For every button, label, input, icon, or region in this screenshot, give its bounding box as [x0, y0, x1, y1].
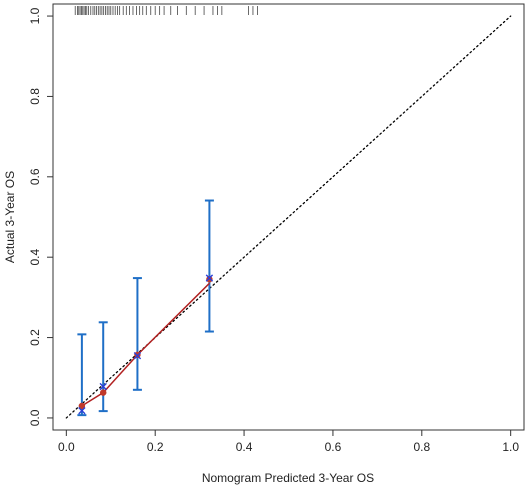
y-tick-label: 0.2 — [28, 329, 42, 346]
reference-diagonal — [65, 15, 512, 419]
x-tick-label: 0.6 — [325, 440, 342, 454]
calibration-points — [78, 274, 214, 415]
x-tick-label: 0.0 — [58, 440, 75, 454]
x-tick-label: 0.4 — [236, 440, 253, 454]
y-tick-label: 0.6 — [28, 168, 42, 185]
calibration-curve — [81, 282, 210, 407]
error-bars — [77, 199, 214, 417]
x-axis-label: Nomogram Predicted 3-Year OS — [202, 471, 374, 485]
x-axis: 0.0 0.2 0.4 0.6 0.8 1.0 — [58, 429, 519, 454]
y-tick-label: 1.0 — [28, 7, 42, 24]
y-tick-label: 0.4 — [28, 249, 42, 266]
calibration-line — [81, 282, 210, 407]
calibration-point — [206, 276, 213, 283]
calibration-point — [99, 389, 107, 396]
y-axis: 0.0 0.2 0.4 0.6 0.8 1.0 — [28, 7, 54, 426]
bias-corrected-marker — [99, 382, 107, 391]
bias-corrected-marker — [133, 351, 142, 360]
y-tick-label: 0.0 — [28, 409, 42, 426]
y-axis-label: Actual 3-Year OS — [3, 171, 17, 263]
bias-corrected-marker — [205, 274, 214, 282]
x-tick-label: 0.2 — [147, 440, 164, 454]
calibration-point — [78, 402, 86, 410]
y-tick-label: 0.8 — [28, 88, 42, 105]
bias-corrected-marker — [78, 407, 86, 415]
x-tick-label: 0.8 — [413, 440, 430, 454]
rug-marks — [74, 6, 258, 15]
x-tick-label: 1.0 — [502, 440, 519, 454]
ideal-line — [65, 15, 512, 419]
